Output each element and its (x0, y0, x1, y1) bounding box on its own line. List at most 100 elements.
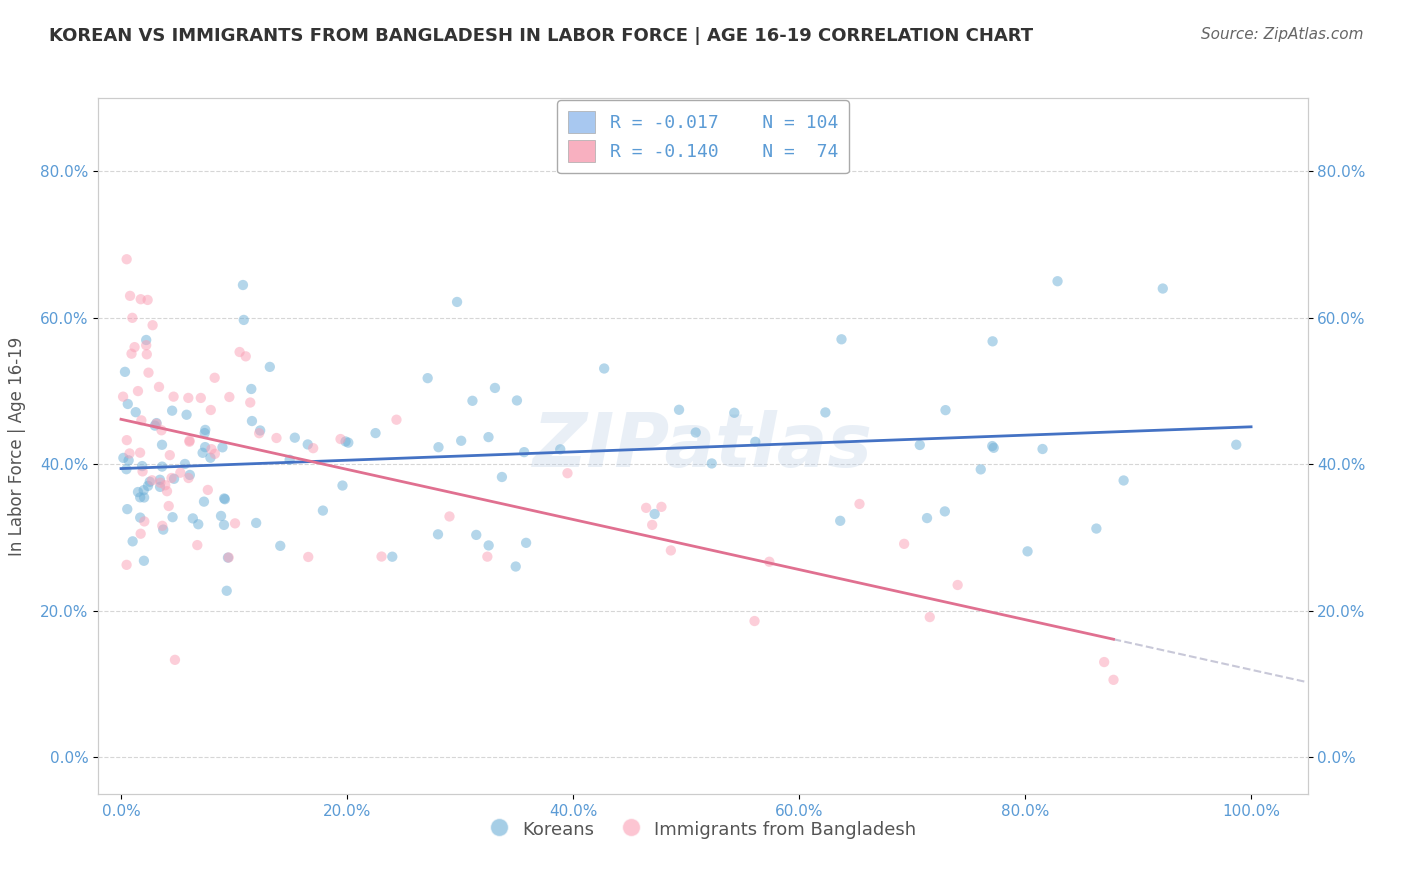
Point (970, 462, 993, 476)
Point (134, 515, 156, 529)
Point (918, 610, 941, 624)
Point (1092, 655, 1115, 669)
Point (297, 549, 319, 564)
Point (831, 332, 853, 346)
Point (723, 406, 745, 420)
Point (636, 500, 658, 515)
Point (115, 462, 138, 476)
Point (506, 393, 529, 408)
Point (179, 434, 201, 449)
Point (141, 473, 163, 487)
Point (240, 382, 263, 396)
Point (1046, 274, 1069, 288)
Point (245, 516, 267, 530)
Point (758, 555, 780, 569)
Point (174, 457, 197, 471)
Point (297, 437, 319, 451)
Point (830, 514, 852, 528)
Point (138, 366, 160, 380)
Point (160, 471, 183, 485)
Point (186, 538, 208, 552)
Point (150, 423, 173, 437)
Point (179, 434, 201, 448)
Point (650, 500, 672, 514)
Point (194, 440, 217, 454)
Point (302, 441, 325, 455)
Point (1031, 442, 1053, 456)
Point (152, 523, 174, 537)
Point (159, 448, 181, 462)
Point (177, 471, 200, 485)
Point (744, 614, 766, 628)
Point (659, 543, 682, 558)
Point (129, 510, 152, 524)
Point (266, 431, 288, 445)
Point (121, 534, 143, 549)
Point (142, 318, 165, 333)
Point (149, 473, 172, 487)
Point (162, 510, 184, 524)
Point (145, 416, 167, 430)
Point (332, 478, 354, 492)
Point (129, 445, 152, 459)
Point (218, 390, 240, 404)
Point (135, 333, 157, 347)
Point (115, 558, 138, 572)
Point (337, 435, 360, 450)
Point (156, 484, 179, 499)
Point (981, 334, 1004, 349)
Point (135, 338, 157, 352)
Point (211, 440, 233, 454)
Point (1017, 544, 1039, 558)
Point (129, 491, 152, 505)
Legend: Koreans, Immigrants from Bangladesh: Koreans, Immigrants from Bangladesh (482, 811, 924, 847)
Point (124, 340, 146, 354)
Point (212, 517, 235, 532)
Point (228, 345, 250, 359)
Point (112, 450, 135, 465)
Point (181, 511, 204, 525)
Point (1152, 281, 1174, 295)
Point (477, 549, 499, 564)
Point (115, 433, 138, 447)
Point (163, 472, 186, 486)
Point (150, 518, 173, 533)
Point (814, 405, 837, 419)
Point (157, 499, 180, 513)
Point (232, 278, 254, 293)
Point (1225, 438, 1247, 452)
Point (149, 480, 172, 494)
Point (135, 347, 157, 361)
Point (155, 478, 177, 492)
Point (259, 359, 281, 374)
Point (329, 432, 352, 446)
Point (908, 438, 931, 452)
Point (212, 491, 235, 506)
Point (848, 497, 870, 511)
Point (131, 413, 153, 427)
Point (364, 426, 387, 441)
Point (668, 402, 690, 417)
Point (593, 361, 616, 376)
Point (700, 457, 723, 471)
Point (117, 453, 139, 467)
Point (381, 549, 404, 564)
Point (427, 527, 450, 541)
Point (187, 517, 209, 532)
Point (278, 452, 301, 467)
Point (427, 440, 450, 454)
Point (312, 503, 335, 517)
Point (214, 492, 236, 507)
Point (515, 536, 537, 550)
Point (446, 295, 468, 310)
Point (149, 475, 172, 490)
Point (893, 537, 915, 551)
Point (177, 391, 200, 405)
Point (176, 408, 198, 422)
Point (132, 554, 155, 568)
Point (209, 508, 232, 523)
Point (439, 509, 461, 524)
Point (131, 458, 153, 473)
Text: Source: ZipAtlas.com: Source: ZipAtlas.com (1201, 27, 1364, 42)
Point (484, 381, 506, 395)
